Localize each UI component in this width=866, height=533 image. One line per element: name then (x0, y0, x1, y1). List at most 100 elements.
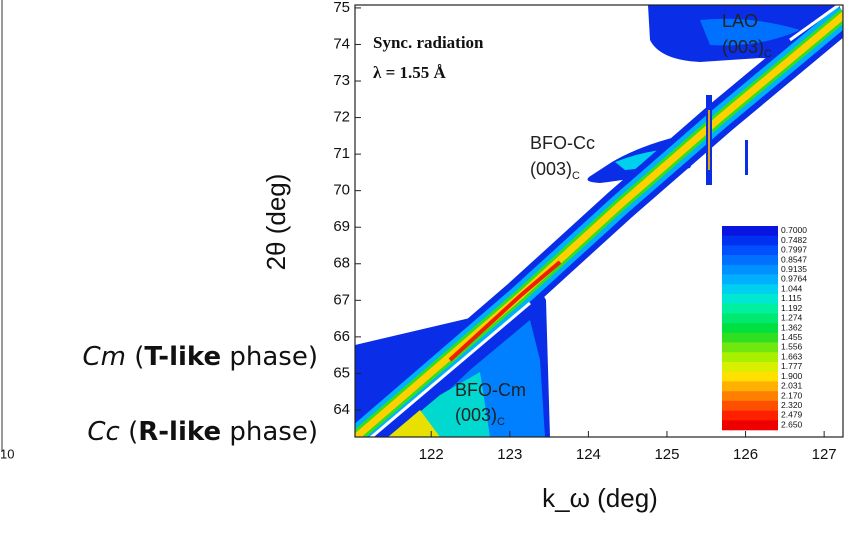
colorbar-cell (722, 381, 778, 392)
colorbar-label: 2.650 (781, 419, 803, 429)
colorbar-label: 0.8547 (781, 254, 807, 264)
colorbar-cell (722, 420, 778, 431)
colorbar-cell (722, 245, 778, 256)
colorbar-label: 1.274 (781, 313, 803, 323)
colorbar-label: 1.556 (781, 342, 803, 352)
annotation-part: (003) (722, 37, 764, 57)
annotation-sub: C (497, 416, 505, 428)
colorbar-label: 0.7000 (781, 225, 807, 235)
colorbar-label: 2.170 (781, 390, 803, 400)
annotation-sub: C (572, 170, 580, 182)
colorbar-label: 1.663 (781, 351, 803, 361)
y-tick-label: 73 (333, 72, 350, 89)
colorbar-label: 2.031 (781, 381, 803, 391)
colorbar-label: 0.9764 (781, 274, 807, 284)
colorbar-cell (722, 362, 778, 373)
ridge-gap (369, 301, 531, 437)
colorbar-cell (722, 274, 778, 285)
colorbar-label: 1.455 (781, 332, 803, 342)
x-tick-label: 127 (812, 446, 837, 463)
colorbar-cell (722, 323, 778, 334)
phase-label: Cm (T-like phase) (82, 342, 318, 372)
x-tick-label: 122 (419, 446, 444, 463)
colorbar-label: 0.9135 (781, 264, 807, 274)
y-tick-label: 74 (333, 35, 350, 52)
y-tick-label: 67 (333, 291, 350, 308)
annotation: (003)C (530, 159, 580, 182)
colorbar-label: 1.900 (781, 371, 803, 381)
y-tick-label: 68 (333, 255, 350, 272)
annotation: λ = 1.55 Å (373, 63, 447, 82)
colorbar-cell (722, 352, 778, 363)
y-tick-label: 65 (333, 364, 350, 381)
colorbar-label: 1.044 (781, 283, 803, 293)
colorbar-cell (722, 264, 778, 275)
streak (745, 140, 748, 175)
phase-label-part: R-like (138, 417, 221, 447)
y-axis-label: 2θ (deg) (261, 174, 291, 271)
ridge-gap (789, 5, 842, 42)
colorbar-cell (722, 400, 778, 411)
y-tick-label: 69 (333, 218, 350, 235)
left-labels: Cm (T-like phase)Cc (R-like phase) (82, 342, 318, 447)
y-tick-label: 75 (333, 0, 350, 16)
y-tick-label: 64 (333, 401, 350, 418)
x-axis-label: k_ω (deg) (542, 483, 658, 513)
phase-label-part: T-like (144, 342, 221, 372)
colorbar: 0.70000.74820.79970.85470.91350.97641.04… (722, 225, 807, 431)
phase-label-part: phase) (221, 342, 318, 372)
y-tick-label: 72 (333, 109, 350, 126)
annotation: LAO (722, 11, 758, 31)
y-tick-label: 70 (333, 182, 350, 199)
annotation: (003)C (722, 37, 772, 60)
phase-label: Cc (R-like phase) (87, 417, 318, 447)
colorbar-cell (722, 371, 778, 382)
colorbar-cell (722, 235, 778, 246)
annotation-sub: C (764, 48, 772, 60)
colorbar-label: 1.192 (781, 303, 803, 313)
x-tick-label: 125 (654, 446, 679, 463)
colorbar-cell (722, 410, 778, 421)
colorbar-label: 0.7482 (781, 235, 807, 245)
colorbar-label: 1.777 (781, 361, 803, 371)
ridge-peak (448, 260, 562, 362)
x-tick-label: 123 (497, 446, 522, 463)
x-tick-label: 126 (733, 446, 758, 463)
ridge-core (355, 11, 843, 437)
cropped-tick-label: 10 (0, 446, 14, 461)
phase-label-part: ( (126, 342, 144, 372)
colorbar-cell (722, 226, 778, 237)
colorbar-label: 2.479 (781, 410, 803, 420)
phase-label-part: Cc (87, 417, 119, 447)
colorbar-cell (722, 303, 778, 314)
phase-label-part: Cm (82, 342, 125, 372)
streak-core (708, 110, 710, 170)
plot-frame (354, 4, 844, 438)
colorbar-cell (722, 313, 778, 324)
cm-region-peak (388, 410, 440, 437)
colorbar-cell (722, 332, 778, 343)
colorbar-label: 2.320 (781, 400, 803, 410)
colorbar-label: 1.362 (781, 322, 803, 332)
colorbar-cell (722, 255, 778, 266)
phase-label-part: ( (120, 417, 138, 447)
colorbar-label: 1.115 (781, 293, 802, 303)
colorbar-cell (722, 342, 778, 353)
annotation-part: (003) (455, 405, 497, 425)
contour-layer (355, 5, 843, 437)
annotation: Sync. radiation (373, 33, 484, 52)
annotation: BFO-Cm (455, 380, 526, 400)
colorbar-cell (722, 294, 778, 305)
x-tick-label: 124 (576, 446, 601, 463)
annotation-part: (003) (530, 159, 572, 179)
colorbar-cell (722, 391, 778, 402)
phase-label-part: phase) (221, 417, 318, 447)
annotation: BFO-Cc (530, 133, 595, 153)
y-tick-label: 71 (333, 145, 350, 162)
annotation: (003)C (455, 405, 505, 428)
lao-core (700, 18, 800, 46)
colorbar-label: 0.7997 (781, 245, 807, 255)
y-tick-label: 66 (333, 328, 350, 345)
colorbar-cell (722, 284, 778, 295)
